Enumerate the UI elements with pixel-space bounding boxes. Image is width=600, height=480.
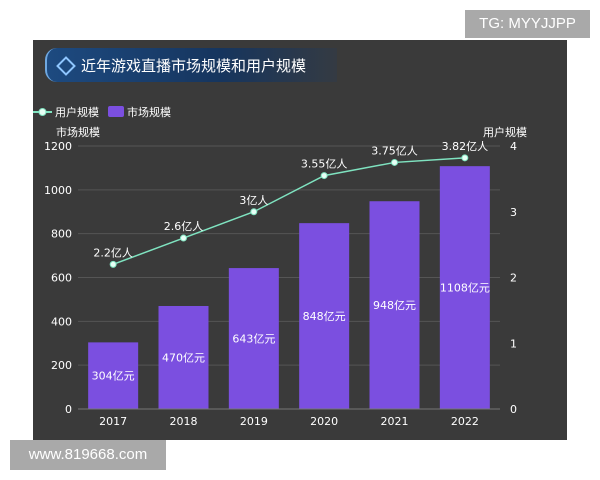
y-tick-label: 800 <box>51 228 72 241</box>
x-tick-label: 2018 <box>170 415 198 428</box>
y-tick-label: 600 <box>51 272 72 285</box>
y-tick-label: 1200 <box>44 140 72 153</box>
line-data-label: 2.6亿人 <box>164 220 204 233</box>
bar-data-label: 304亿元 <box>92 370 135 383</box>
legend-line-dot <box>38 108 47 116</box>
users-line <box>112 157 465 266</box>
bar-data-label: 470亿元 <box>162 351 205 364</box>
bar-data-label: 948亿元 <box>373 299 416 312</box>
line-data-label: 2.2亿人 <box>93 246 133 259</box>
y2-axis-title: 用户规模 <box>483 125 527 139</box>
y2-tick-label: 3 <box>510 206 517 219</box>
y2-tick-label: 4 <box>510 140 517 153</box>
x-tick-label: 2019 <box>240 415 268 428</box>
line-data-label: 3.75亿人 <box>371 144 418 157</box>
x-tick-label: 2020 <box>310 415 338 428</box>
y2-tick-label: 0 <box>510 403 517 416</box>
bar-2020 <box>299 223 350 409</box>
bar-2018 <box>158 305 209 409</box>
users-point-2019 <box>250 208 258 216</box>
bar-2021 <box>369 201 420 409</box>
y2-tick-label: 2 <box>510 272 517 285</box>
y-tick-label: 200 <box>51 359 72 372</box>
users-point-2017 <box>109 260 117 268</box>
bar-data-label: 848亿元 <box>303 310 346 323</box>
legend-label-users: 用户规模 <box>55 105 99 119</box>
chart-title: 近年游戏直播市场规模和用户规模 <box>81 57 307 75</box>
x-tick-label: 2021 <box>381 415 409 428</box>
bar-2019 <box>228 268 279 409</box>
users-point-2022 <box>461 154 469 162</box>
title-banner: 近年游戏直播市场规模和用户规模 <box>45 48 337 82</box>
users-point-2018 <box>180 234 187 242</box>
y-axis-title: 市场规模 <box>56 125 100 139</box>
bar-2017 <box>88 342 139 409</box>
y-tick-label: 400 <box>51 315 72 328</box>
users-point-2020 <box>320 172 328 180</box>
legend-label-market: 市场规模 <box>127 105 171 119</box>
y-tick-label: 0 <box>65 403 72 416</box>
line-data-label: 3.82亿人 <box>442 140 489 153</box>
y-tick-label: 1000 <box>44 184 72 197</box>
y2-tick-label: 1 <box>510 337 517 350</box>
bar-2022 <box>439 166 490 409</box>
x-tick-label: 2017 <box>99 415 127 428</box>
bar-data-label: 643亿元 <box>232 333 275 346</box>
x-tick-label: 2022 <box>451 415 479 428</box>
users-point-2021 <box>391 158 398 166</box>
watermark-bottom: www.819668.com <box>10 440 166 470</box>
bar-data-label: 1108亿元 <box>440 282 490 295</box>
watermark-top: TG: MYYJJPP <box>465 10 590 38</box>
line-data-label: 3亿人 <box>239 194 268 207</box>
line-data-label: 3.55亿人 <box>301 158 348 171</box>
legend-bar-swatch <box>108 106 124 117</box>
